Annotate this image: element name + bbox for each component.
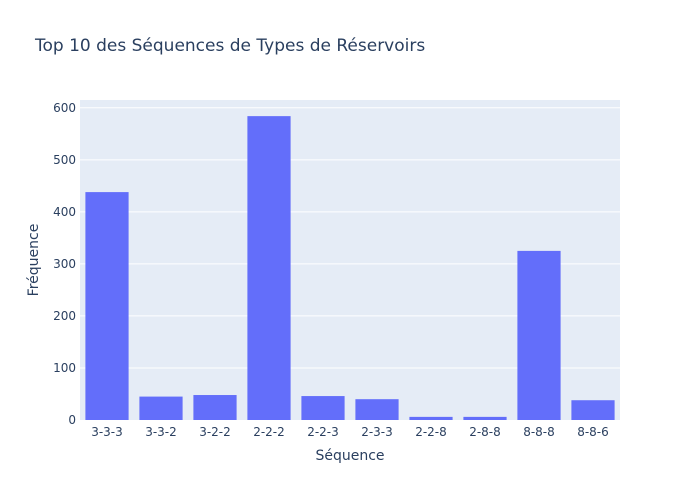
y-tick-label: 500 — [53, 153, 76, 167]
bar-3-3-2 — [139, 396, 183, 420]
chart-title: Top 10 des Séquences de Types de Réservo… — [34, 36, 425, 56]
bar-2-3-3 — [355, 399, 399, 420]
bar-3-3-3 — [85, 192, 129, 420]
x-tick-label: 2-2-8 — [415, 425, 447, 439]
x-tick-label: 3-3-2 — [145, 425, 177, 439]
y-axis-title: Fréquence — [26, 224, 42, 297]
y-tick-label: 600 — [53, 101, 76, 115]
x-tick-label: 2-2-3 — [307, 425, 339, 439]
bar-2-2-3 — [301, 396, 345, 420]
x-tick-label: 3-3-3 — [91, 425, 123, 439]
bar-2-8-8 — [463, 416, 507, 420]
x-tick-label: 2-8-8 — [469, 425, 501, 439]
bar-2-2-8 — [409, 416, 453, 420]
x-axis-ticks: 3-3-3 3-3-2 3-2-2 2-2-2 2-2-3 2-3-3 2-2-8 2-8-8… — [91, 425, 609, 439]
x-tick-label: 2-2-2 — [253, 425, 285, 439]
bar-3-2-2 — [193, 395, 237, 420]
bar-2-2-2 — [247, 116, 291, 421]
gridlines — [80, 107, 620, 369]
bar-8-8-8 — [517, 250, 561, 420]
y-tick-label: 200 — [53, 309, 76, 323]
y-tick-label: 0 — [68, 413, 76, 427]
y-tick-label: 100 — [53, 361, 76, 375]
y-tick-label: 400 — [53, 205, 76, 219]
x-axis-title: Séquence — [315, 448, 384, 464]
x-tick-label: 8-8-6 — [577, 425, 609, 439]
x-tick-label: 2-3-3 — [361, 425, 393, 439]
bars — [85, 116, 615, 421]
x-tick-label: 3-2-2 — [199, 425, 231, 439]
y-tick-label: 300 — [53, 257, 76, 271]
y-axis-ticks: 0 100 200 300 400 500 600 — [53, 101, 76, 427]
x-tick-label: 8-8-8 — [523, 425, 555, 439]
bar-8-8-6 — [571, 400, 615, 420]
